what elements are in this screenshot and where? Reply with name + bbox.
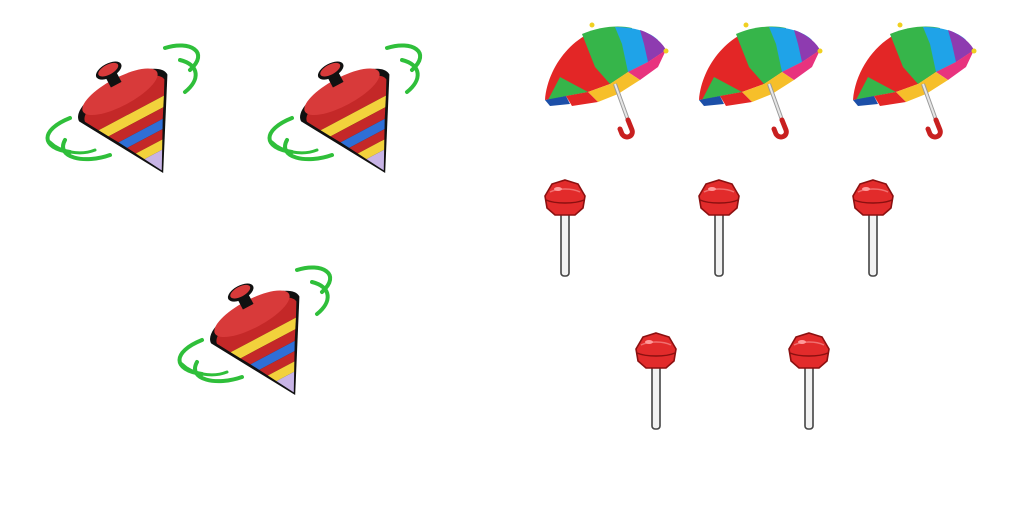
lollipop-icon [694, 178, 744, 278]
lollipop-icon [540, 178, 590, 278]
umbrella-icon [848, 22, 978, 142]
lollipop-icon [848, 178, 898, 278]
spinning-top-icon [172, 262, 342, 412]
umbrella-icon [540, 22, 670, 142]
spinning-top-icon [40, 40, 210, 190]
lollipop-icon [784, 331, 834, 431]
lollipop-icon [631, 331, 681, 431]
spinning-top-icon [262, 40, 432, 190]
umbrella-icon [694, 22, 824, 142]
